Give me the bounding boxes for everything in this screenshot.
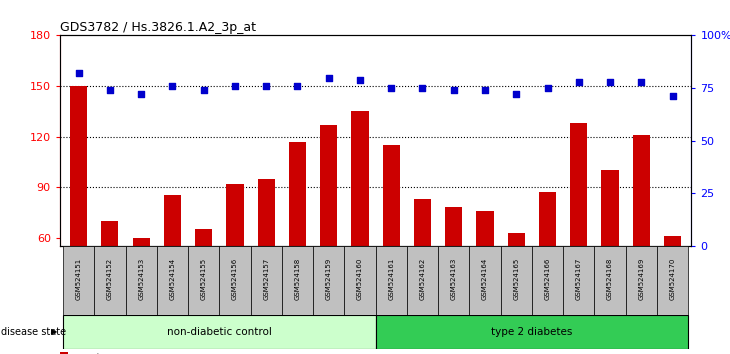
FancyBboxPatch shape (219, 246, 250, 315)
Point (479, 87, 491, 93)
Text: GSM524170: GSM524170 (669, 258, 675, 300)
Bar (164, 195, 181, 339)
FancyBboxPatch shape (126, 246, 157, 315)
Bar (383, 145, 400, 339)
FancyBboxPatch shape (563, 246, 594, 315)
Text: GSM524166: GSM524166 (545, 258, 550, 300)
Text: type 2 diabetes: type 2 diabetes (491, 327, 572, 337)
FancyBboxPatch shape (532, 246, 563, 315)
FancyBboxPatch shape (469, 246, 501, 315)
Bar (633, 135, 650, 339)
Text: GSM524151: GSM524151 (76, 258, 82, 300)
FancyBboxPatch shape (501, 246, 532, 315)
Text: GSM524169: GSM524169 (638, 258, 645, 300)
Bar (477, 211, 493, 339)
Point (104, 87, 116, 93)
Point (604, 79, 616, 85)
Point (354, 77, 366, 82)
Point (573, 79, 585, 85)
Point (323, 75, 334, 80)
Point (229, 83, 241, 89)
FancyBboxPatch shape (313, 246, 345, 315)
Point (198, 87, 210, 93)
FancyBboxPatch shape (407, 246, 438, 315)
Point (261, 83, 272, 89)
Text: GSM524162: GSM524162 (420, 258, 426, 300)
Point (417, 85, 429, 91)
Text: GSM524155: GSM524155 (201, 258, 207, 300)
FancyBboxPatch shape (438, 246, 469, 315)
Bar (351, 111, 369, 339)
Point (166, 83, 178, 89)
FancyBboxPatch shape (594, 246, 626, 315)
Text: GSM524167: GSM524167 (576, 258, 582, 300)
FancyBboxPatch shape (345, 246, 375, 315)
Text: GSM524168: GSM524168 (607, 258, 613, 300)
FancyBboxPatch shape (250, 246, 282, 315)
Bar (664, 236, 681, 339)
Bar (133, 238, 150, 339)
Text: count: count (71, 353, 101, 354)
FancyBboxPatch shape (157, 246, 188, 315)
Text: GSM524160: GSM524160 (357, 258, 363, 300)
Point (135, 92, 147, 97)
FancyBboxPatch shape (63, 246, 94, 315)
Bar (414, 199, 431, 339)
Point (542, 85, 553, 91)
Bar (539, 192, 556, 339)
Point (635, 79, 647, 85)
Text: GSM524158: GSM524158 (294, 258, 301, 300)
Bar (258, 179, 274, 339)
Bar (289, 142, 306, 339)
Bar (445, 207, 462, 339)
Text: non-diabetic control: non-diabetic control (167, 327, 272, 337)
Text: GSM524152: GSM524152 (107, 258, 113, 300)
Text: GSM524159: GSM524159 (326, 258, 331, 300)
FancyBboxPatch shape (188, 246, 219, 315)
Bar (226, 184, 244, 339)
Text: ▶: ▶ (51, 327, 58, 336)
Text: GSM524156: GSM524156 (232, 258, 238, 300)
FancyBboxPatch shape (375, 246, 407, 315)
Text: GSM524163: GSM524163 (450, 258, 457, 300)
Bar (70, 86, 87, 339)
Bar (60, 352, 68, 354)
Text: disease state: disease state (1, 327, 66, 337)
Point (385, 85, 397, 91)
Point (448, 87, 460, 93)
Text: GSM524153: GSM524153 (138, 258, 144, 300)
Bar (507, 233, 525, 339)
Bar (320, 125, 337, 339)
Text: GSM524165: GSM524165 (513, 258, 519, 300)
FancyBboxPatch shape (375, 315, 688, 349)
Text: GDS3782 / Hs.3826.1.A2_3p_at: GDS3782 / Hs.3826.1.A2_3p_at (60, 21, 255, 34)
Bar (101, 221, 118, 339)
FancyBboxPatch shape (63, 315, 375, 349)
FancyBboxPatch shape (626, 246, 657, 315)
Point (291, 83, 303, 89)
Point (666, 94, 678, 99)
Point (73, 70, 85, 76)
FancyBboxPatch shape (657, 246, 688, 315)
Bar (195, 229, 212, 339)
Text: GSM524161: GSM524161 (388, 258, 394, 300)
Text: GSM524154: GSM524154 (169, 258, 175, 300)
Text: GSM524157: GSM524157 (264, 258, 269, 300)
FancyBboxPatch shape (94, 246, 126, 315)
Text: GSM524164: GSM524164 (482, 258, 488, 300)
FancyBboxPatch shape (282, 246, 313, 315)
Point (510, 92, 522, 97)
Bar (602, 170, 618, 339)
Bar (570, 123, 588, 339)
